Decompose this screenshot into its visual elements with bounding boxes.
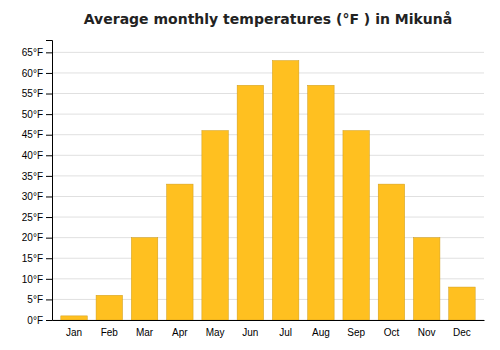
x-tick: Sep [347, 327, 365, 338]
y-tick: 50°F [22, 109, 52, 120]
x-tick: Nov [418, 327, 436, 338]
grid-line [52, 114, 484, 115]
y-tick-label: 35°F [22, 171, 43, 182]
x-tick-label: Sep [347, 327, 365, 338]
x-axis: Jan Feb Mar Apr May Jun Jul Aug Sep Oct Nov Dec [53, 321, 485, 339]
y-tick-label: 65°F [22, 47, 43, 58]
grid-line [52, 175, 484, 176]
y-tick-mark [46, 176, 52, 177]
title: Average monthly temperatures (°F ) in Mi… [84, 11, 452, 27]
grid-line [52, 196, 484, 197]
grid-line [52, 134, 484, 135]
y-tick: 45°F [22, 129, 52, 140]
y-tick-mark [46, 73, 52, 74]
y-tick: 5°F [27, 294, 52, 305]
y-tick-label: 0°F [27, 315, 43, 326]
bar [167, 184, 193, 320]
y-tick-mark [46, 279, 52, 280]
y-tick-mark [46, 258, 52, 259]
grid-line [52, 217, 484, 218]
y-tick: 15°F [22, 253, 52, 264]
grid-line [52, 155, 484, 156]
bar [343, 131, 369, 320]
chart-container: 0°F 5°F 10°F 15°F 20°F 25°F 30°F 35°F 40°F 45°F 50… [0, 0, 500, 350]
y-tick-mark [46, 196, 52, 197]
y-tick-mark [46, 155, 52, 156]
y-tick-mark [46, 94, 52, 95]
x-tick-label: Mar [136, 327, 154, 338]
y-tick: 20°F [22, 232, 52, 243]
plot-area: 0°F 5°F 10°F 15°F 20°F 25°F 30°F 35°F 40°F 45°F 50… [22, 41, 485, 339]
y-tick-mark [46, 114, 52, 115]
x-tick-label: Jun [242, 327, 258, 338]
bars [61, 61, 475, 320]
y-tick: 25°F [22, 212, 52, 223]
x-tick: Mar [136, 327, 154, 338]
y-tick-label: 10°F [22, 274, 43, 285]
x-tick: Feb [101, 327, 119, 338]
x-tick: Oct [384, 327, 400, 338]
x-tick-label: Aug [312, 327, 330, 338]
bar [237, 85, 263, 320]
y-tick-mark [46, 299, 52, 300]
y-tick: 0°F [27, 315, 52, 326]
y-tick-mark [46, 320, 52, 321]
y-tick-label: 25°F [22, 212, 43, 223]
grid-line [52, 52, 484, 53]
y-tick-label: 40°F [22, 150, 43, 161]
x-tick: Jul [279, 327, 292, 338]
x-tick-label: Nov [418, 327, 436, 338]
y-tick: 40°F [22, 150, 52, 161]
x-tick: May [206, 327, 225, 338]
bar [308, 85, 334, 320]
grid-line [52, 93, 484, 94]
bar [449, 287, 475, 320]
y-axis: 0°F 5°F 10°F 15°F 20°F 25°F 30°F 35°F 40°F 45°F 50… [22, 41, 53, 326]
y-axis-line [46, 41, 53, 321]
y-tick-label: 50°F [22, 109, 43, 120]
chart-svg: 0°F 5°F 10°F 15°F 20°F 25°F 30°F 35°F 40°F 45°F 50… [0, 0, 500, 350]
y-tick: 10°F [22, 274, 52, 285]
y-tick: 60°F [22, 68, 52, 79]
y-tick-mark [46, 238, 52, 239]
y-tick-label: 5°F [27, 294, 43, 305]
bar [413, 238, 439, 320]
bar [96, 295, 122, 320]
y-tick-mark [46, 52, 52, 53]
y-tick-label: 55°F [22, 88, 43, 99]
bar [378, 184, 404, 320]
bar [131, 238, 157, 320]
grid-line [52, 72, 484, 73]
y-tick-label: 15°F [22, 253, 43, 264]
bar [202, 131, 228, 320]
y-tick: 35°F [22, 171, 52, 182]
x-tick: Dec [453, 327, 471, 338]
x-tick-label: Dec [453, 327, 471, 338]
bar [272, 61, 298, 320]
grid [52, 52, 484, 320]
x-tick-label: May [206, 327, 225, 338]
bar [61, 316, 87, 320]
x-tick: Apr [172, 327, 188, 338]
y-tick-label: 60°F [22, 68, 43, 79]
y-tick: 30°F [22, 191, 52, 202]
x-tick-label: Feb [101, 327, 119, 338]
y-tick-label: 45°F [22, 129, 43, 140]
x-tick-label: Oct [384, 327, 400, 338]
y-tick-label: 20°F [22, 232, 43, 243]
x-tick-label: Apr [172, 327, 188, 338]
x-tick: Jan [66, 327, 82, 338]
x-axis-line [53, 320, 485, 321]
y-tick-label: 30°F [22, 191, 43, 202]
x-tick: Aug [312, 327, 330, 338]
y-tick: 65°F [22, 47, 52, 58]
x-tick-label: Jul [279, 327, 292, 338]
y-tick-mark [46, 135, 52, 136]
y-tick: 55°F [22, 88, 52, 99]
x-tick-label: Jan [66, 327, 82, 338]
x-tick: Jun [242, 327, 258, 338]
y-tick-mark [46, 217, 52, 218]
